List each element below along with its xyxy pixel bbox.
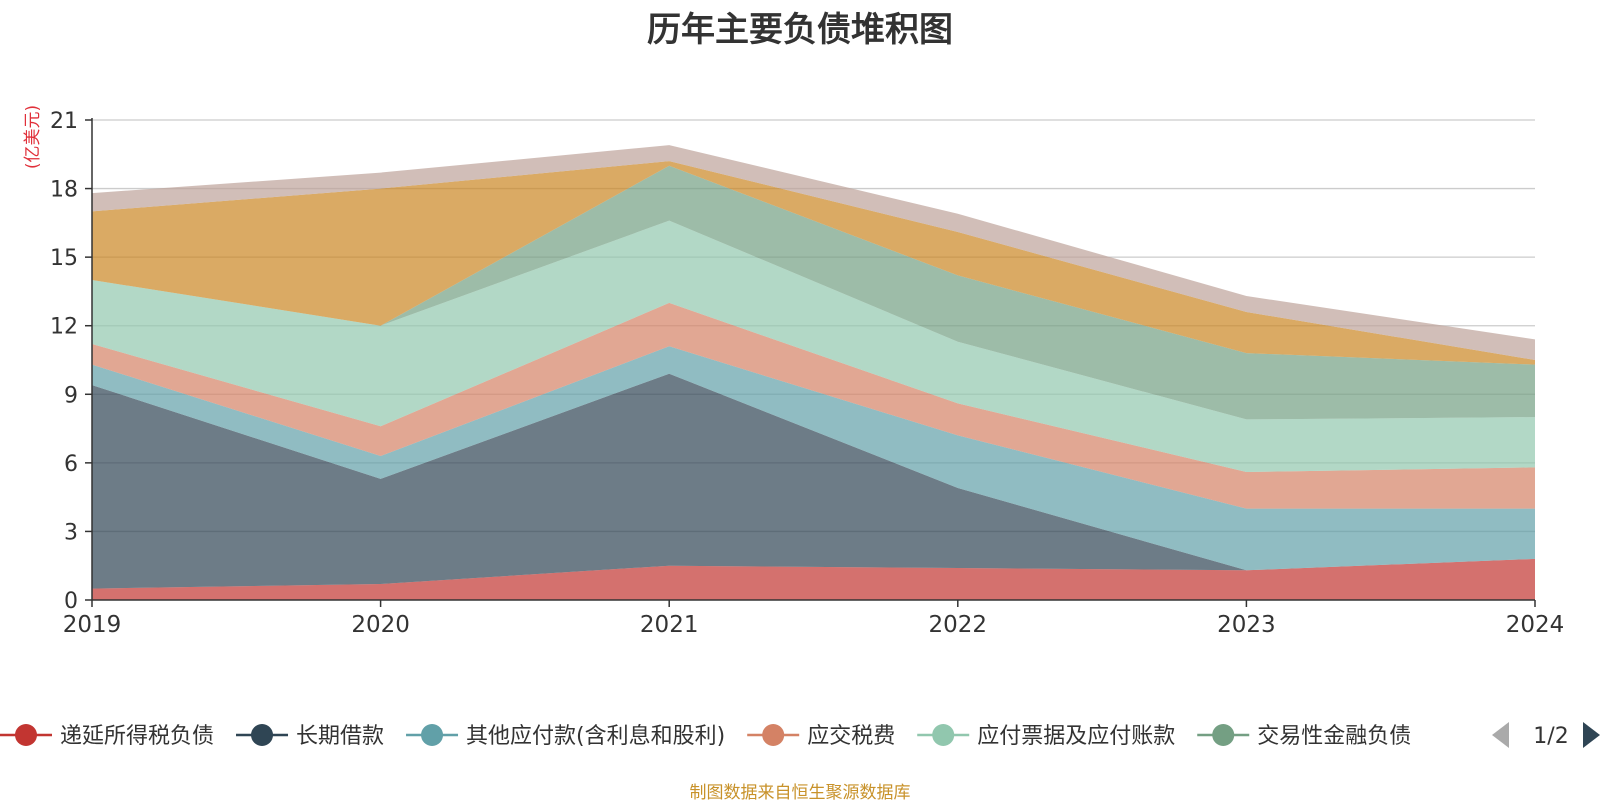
- legend-label: 交易性金融负债: [1257, 724, 1411, 749]
- y-tick-label: 0: [64, 589, 78, 614]
- y-tick-label: 15: [50, 246, 78, 271]
- area-series-4[interactable]: [92, 302, 1535, 509]
- legend-item[interactable]: 应交税费: [747, 724, 895, 749]
- legend-dot-marker: [15, 724, 37, 746]
- x-tick-label: 2019: [63, 612, 122, 638]
- y-tick-label: 18: [50, 178, 78, 203]
- area-series-2[interactable]: [92, 373, 1535, 589]
- x-tick-label: 2023: [1217, 612, 1276, 638]
- legend: 递延所得税负债 长期借款 其他应付款(含利息和股利) 应交税费 应付票据及应付账款 交易性…: [0, 722, 1600, 749]
- area-series-8[interactable]: [92, 145, 1535, 360]
- x-tick-label: 2022: [929, 612, 988, 638]
- area-series-1[interactable]: [92, 558, 1535, 600]
- legend-label: 递延所得税负债: [60, 724, 214, 749]
- legend-dot-marker: [421, 724, 444, 746]
- source-note: 制图数据来自恒生聚源数据库: [689, 783, 911, 803]
- y-tick-label: 21: [50, 109, 78, 134]
- legend-next-icon[interactable]: [1583, 722, 1600, 748]
- legend-dot-marker: [762, 724, 785, 746]
- legend-dot-marker: [932, 724, 955, 746]
- area-series: [92, 145, 1535, 600]
- legend-dot-marker: [251, 724, 274, 746]
- legend-dot-marker: [1212, 724, 1235, 746]
- y-tick-label: 3: [64, 520, 78, 545]
- legend-prev-icon[interactable]: [1492, 722, 1509, 748]
- y-tick-label: 12: [50, 315, 78, 340]
- legend-label: 应付票据及应付账款: [977, 724, 1175, 749]
- legend-label: 其他应付款(含利息和股利): [466, 724, 725, 749]
- legend-label: 长期借款: [296, 724, 384, 749]
- legend-pager: 1/2: [1492, 722, 1600, 749]
- area-series-5[interactable]: [92, 220, 1535, 472]
- y-tick-label: 6: [64, 452, 78, 477]
- y-tick-label: 9: [64, 383, 78, 408]
- area-series-7[interactable]: [92, 161, 1535, 365]
- x-tick-label: 2024: [1506, 612, 1565, 638]
- area-series-3[interactable]: [92, 346, 1535, 571]
- x-tick-label: 2020: [351, 612, 410, 638]
- chart-title: 历年主要负债堆积图: [647, 10, 953, 50]
- legend-label: 应交税费: [807, 724, 895, 749]
- legend-item[interactable]: 递延所得税负债: [0, 724, 214, 749]
- area-series-6[interactable]: [92, 165, 1535, 420]
- legend-item[interactable]: 交易性金融负债: [1197, 724, 1411, 749]
- axes: 0 3 6 9 12 15 18 21 2019 2020 2021 2022 2023 2024 (亿美元…: [23, 105, 1564, 638]
- legend-item[interactable]: 长期借款: [236, 724, 384, 749]
- legend-item[interactable]: 应付票据及应付账款: [917, 724, 1175, 749]
- legend-item[interactable]: 其他应付款(含利息和股利): [406, 724, 725, 749]
- y-axis-unit-label: (亿美元): [23, 105, 43, 169]
- legend-page-indicator: 1/2: [1533, 724, 1568, 749]
- x-tick-label: 2021: [640, 612, 699, 638]
